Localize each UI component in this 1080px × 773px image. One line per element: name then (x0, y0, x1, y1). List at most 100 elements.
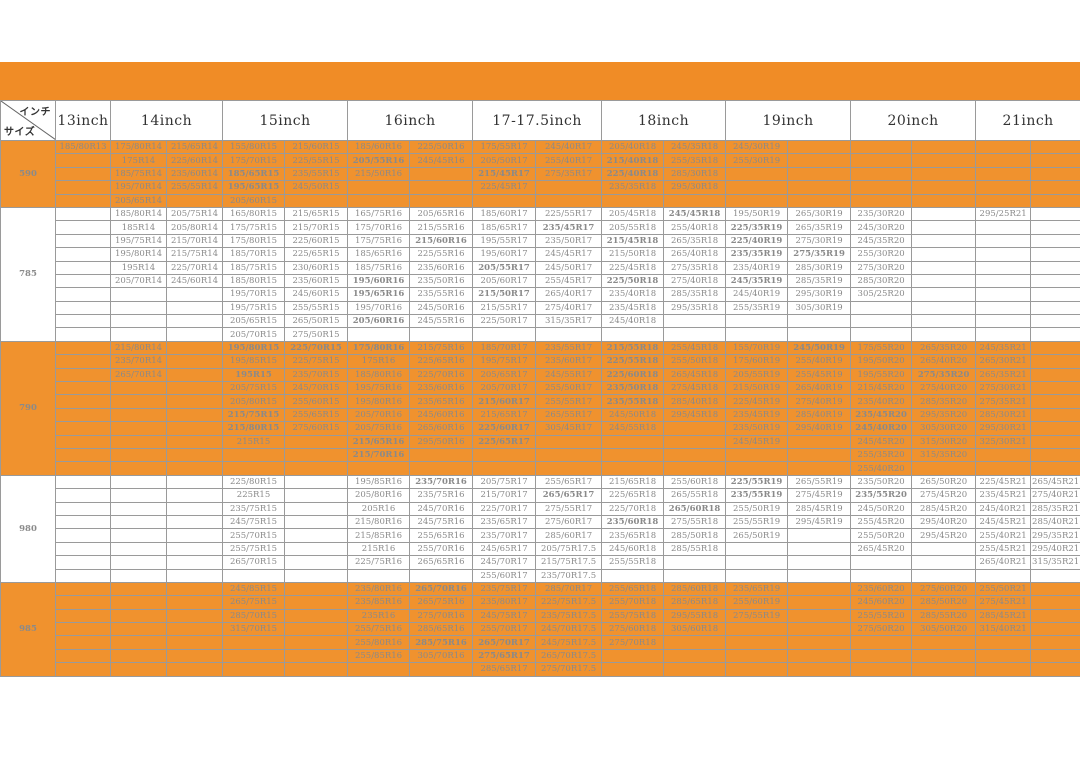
size-cell (975, 193, 1032, 208)
size-cell: 215/65R17 (472, 407, 537, 423)
size-cell: 275/45R19 (787, 488, 852, 503)
size-cell (535, 461, 603, 476)
size-cell: 235/70R16 (409, 474, 474, 490)
size-cell (975, 287, 1032, 302)
size-cell: 245/35R18 (663, 139, 727, 155)
size-cell: 245/75R15 (222, 514, 286, 530)
size-cell (347, 180, 411, 195)
size-cell (55, 608, 111, 624)
size-cell (55, 394, 111, 409)
table-row: 985 245/85R15 235/80R16 265/70R16 235/75R17 2… (0, 581, 1080, 677)
size-cell: 235/50R19 (725, 421, 789, 436)
size-cell (663, 421, 727, 436)
size-cell: 205/60R17 (472, 273, 537, 289)
size-cell (1030, 166, 1080, 182)
size-cell (1030, 608, 1080, 624)
group-label: 980 (0, 474, 56, 583)
size-cell: 245/50R17 (535, 260, 603, 275)
size-cell (787, 447, 852, 463)
size-cell: 295/45R18 (663, 407, 727, 423)
size-cell: 285/60R18 (663, 581, 727, 597)
size-cell: 235/60R18 (601, 514, 665, 530)
size-cell: 275/70R16 (409, 608, 474, 624)
size-cell (1030, 180, 1080, 195)
size-cell (110, 421, 167, 436)
header-row: インチ サイズ 13inch 14inch 15inch 16inch 17-1… (0, 100, 1080, 141)
size-cell (975, 635, 1032, 650)
size-cell: 245/55R16 (409, 314, 474, 329)
size-cell: 265/50R15 (284, 314, 349, 329)
size-cell: 295/35R21 (1030, 528, 1080, 543)
size-cell (1030, 260, 1080, 275)
size-cell: 235/45R20 (850, 407, 913, 423)
size-cell: 195/80R15 (222, 340, 286, 356)
size-cell: 255/60R19 (725, 595, 789, 610)
size-cell (110, 287, 167, 302)
size-cell: 185/80R14 (110, 206, 167, 222)
size-cell: 245/40R20 (850, 421, 913, 436)
size-cell: 205/55R16 (347, 153, 411, 168)
size-cell (284, 474, 349, 490)
size-cell (1030, 648, 1080, 664)
size-cell: 265/60R18 (663, 501, 727, 516)
size-cell (850, 139, 913, 155)
size-cell: 175/55R20 (850, 340, 913, 356)
size-cell (535, 327, 603, 342)
size-cell (55, 407, 111, 423)
size-cell (110, 501, 167, 516)
size-cell: 285/70R17 (535, 581, 603, 597)
size-cell (725, 166, 789, 182)
size-cell: 255/50R18 (663, 354, 727, 369)
size-cell: 265/35R20 (911, 340, 977, 356)
size-cell (55, 381, 111, 396)
size-cell (165, 662, 224, 677)
size-cell: 245/70R17 (472, 555, 537, 570)
size-cell (725, 180, 789, 195)
size-cell: 235/70R17.5 (535, 568, 603, 583)
size-cell: 255/60R18 (663, 474, 727, 490)
size-cell (110, 662, 167, 677)
size-cell: 295/25R21 (975, 206, 1032, 222)
size-cell: 225/75R17.5 (535, 595, 603, 610)
size-cell (165, 434, 224, 449)
size-cell: 225/60R15 (284, 233, 349, 249)
size-cell: 255/50R20 (850, 528, 913, 543)
size-cell (1030, 407, 1080, 423)
size-cell (975, 220, 1032, 235)
size-cell: 225/40R19 (725, 233, 789, 249)
size-cell: 265/40R18 (663, 247, 727, 262)
size-cell (55, 166, 111, 182)
size-cell (601, 568, 665, 583)
size-cell: 195/70R15 (222, 287, 286, 302)
size-cell (787, 581, 852, 597)
size-cell (787, 662, 852, 677)
size-cell: 215/50R16 (347, 166, 411, 182)
col-18inch: 18inch (601, 100, 727, 141)
size-cell: 225/55R16 (409, 247, 474, 262)
size-cell (110, 488, 167, 503)
size-cell: 245/75R17.5 (535, 635, 603, 650)
size-cell: 195/55R20 (850, 367, 913, 383)
size-cell: 325/30R21 (975, 434, 1032, 449)
size-cell: 195/65R15 (222, 180, 286, 195)
size-cell: 225R15 (222, 488, 286, 503)
size-cell (601, 662, 665, 677)
size-cell: 265/45R21 (1030, 474, 1080, 490)
size-cell: 255/40R20 (850, 461, 913, 476)
col-13inch: 13inch (55, 100, 111, 141)
size-cell: 275/40R18 (663, 273, 727, 289)
size-cell (55, 153, 111, 168)
size-cell (110, 381, 167, 396)
size-cell: 255/40R21 (975, 528, 1032, 543)
size-cell: 245/35R20 (850, 233, 913, 249)
size-cell (165, 474, 224, 490)
size-cell (409, 662, 474, 677)
size-cell: 255/55R19 (725, 514, 789, 530)
size-cell: 245/60R14 (165, 273, 224, 289)
table-row: 790 215/80R14 195/80R15 225/70R15 175/80R16 2… (0, 340, 1080, 476)
size-cell (787, 635, 852, 650)
size-cell: 235/80R17 (472, 595, 537, 610)
size-cell (222, 648, 286, 664)
group-label: 785 (0, 206, 56, 342)
size-cell: 295/45R19 (787, 514, 852, 530)
